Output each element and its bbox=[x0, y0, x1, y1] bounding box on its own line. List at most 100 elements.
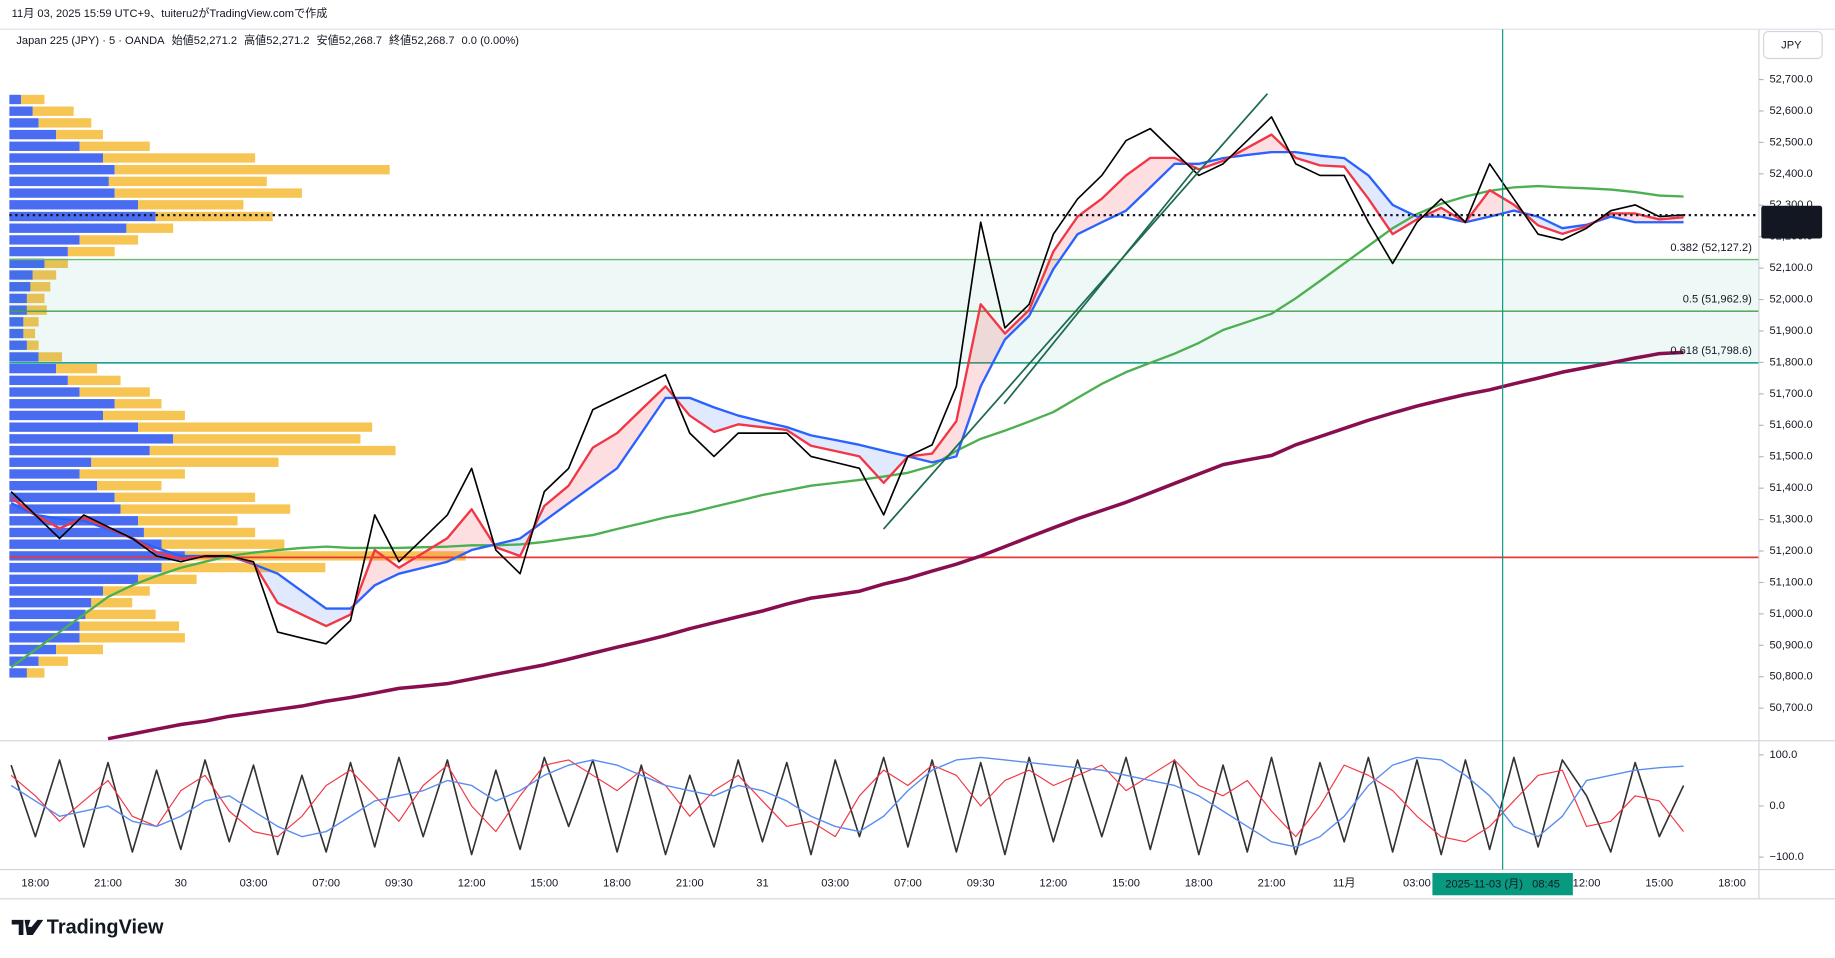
x-tick-label: 15:00 bbox=[530, 878, 558, 890]
vp-down bbox=[79, 235, 139, 245]
vp-down bbox=[149, 445, 396, 456]
vp-up bbox=[9, 539, 162, 549]
y-tick-label: 51,200.0 bbox=[1769, 545, 1812, 557]
ohlc-label: 安値 bbox=[317, 33, 339, 47]
frame bbox=[0, 28, 1835, 900]
y-tick-label: 52,000.0 bbox=[1769, 294, 1812, 306]
vp-up bbox=[9, 621, 80, 631]
fib-label: 0.618 (51,798.6) bbox=[1670, 345, 1752, 357]
vp-up bbox=[9, 410, 103, 421]
vp-down bbox=[79, 141, 150, 151]
vp-down bbox=[26, 293, 45, 304]
x-tick-label: 18:00 bbox=[1718, 878, 1746, 890]
ohlc-label: 始値 bbox=[172, 33, 194, 47]
vp-down bbox=[138, 200, 244, 210]
cloud-segment bbox=[1392, 204, 1417, 235]
moving-average bbox=[10, 133, 1684, 628]
vp-up bbox=[9, 211, 156, 222]
vp-up bbox=[9, 235, 80, 245]
cloud-segment bbox=[447, 509, 472, 562]
ohlc-value: 52,271.2 bbox=[194, 35, 237, 47]
vp-up bbox=[9, 223, 127, 233]
cloud-segment bbox=[689, 397, 715, 432]
y-tick-label: 51,900.0 bbox=[1769, 325, 1812, 337]
vp-up bbox=[9, 246, 68, 257]
price-line bbox=[10, 116, 1684, 645]
fib-label: 0.5 (51,962.9) bbox=[1683, 293, 1752, 305]
vp-up bbox=[9, 258, 45, 268]
vp-up bbox=[9, 328, 24, 339]
x-tick-label: 03:00 bbox=[1403, 878, 1431, 890]
x-tick-label: 21:00 bbox=[676, 878, 704, 890]
vp-up bbox=[9, 305, 27, 315]
vp-down bbox=[102, 410, 185, 421]
y-tick-label: 51,300.0 bbox=[1769, 514, 1812, 526]
vp-down bbox=[30, 282, 51, 292]
moving-average bbox=[107, 350, 1684, 741]
cloud-segment bbox=[956, 304, 981, 457]
vp-up bbox=[9, 527, 144, 538]
vp-up bbox=[9, 598, 92, 608]
volume-profile bbox=[9, 94, 466, 678]
legend: Japan 225 (JPY) · 5 · OANDA 始値52,271.2 高値5… bbox=[16, 33, 519, 47]
moving-average bbox=[10, 150, 1684, 610]
vp-up bbox=[9, 445, 150, 456]
y-tick-label: 51,500.0 bbox=[1769, 451, 1812, 463]
vp-down bbox=[126, 223, 174, 233]
vp-up bbox=[9, 153, 103, 163]
x-tick-label: 18:00 bbox=[21, 878, 49, 890]
vp-up bbox=[9, 176, 109, 187]
last-price-box bbox=[1761, 205, 1823, 239]
fib-label: 0.382 (52,127.2) bbox=[1670, 242, 1752, 254]
vp-down bbox=[79, 621, 180, 631]
vp-up bbox=[9, 352, 39, 362]
x-tick-label: 31 bbox=[756, 878, 768, 890]
created-caption: 11月 03, 2025 15:59 UTC+9、tuiteru2がTradin… bbox=[12, 6, 328, 20]
vp-down bbox=[26, 668, 45, 678]
y-tick-label: 52,500.0 bbox=[1769, 136, 1812, 148]
osc-tick-label: 100.0 bbox=[1769, 749, 1797, 761]
vp-down bbox=[97, 480, 162, 491]
vp-down bbox=[79, 469, 185, 479]
currency[interactable]: JPY bbox=[1781, 40, 1802, 52]
y-tick-label: 52,100.0 bbox=[1769, 262, 1812, 274]
vp-down bbox=[21, 94, 45, 105]
vp-down bbox=[67, 375, 121, 386]
vp-down bbox=[32, 270, 57, 280]
vp-up bbox=[9, 492, 115, 503]
oscillator-line bbox=[10, 756, 1684, 848]
vp-up bbox=[9, 469, 80, 479]
vp-down bbox=[38, 118, 92, 128]
vp-down bbox=[138, 574, 197, 584]
x-tick-label: 15:00 bbox=[1645, 878, 1673, 890]
vp-up bbox=[9, 399, 115, 409]
osc-tick-label: 0.0 bbox=[1769, 800, 1784, 812]
vp-up bbox=[9, 551, 185, 561]
ohlc-value: 52,271.2 bbox=[266, 35, 309, 47]
x-tick-label: 21:00 bbox=[1258, 878, 1286, 890]
vp-up bbox=[9, 94, 22, 105]
vp-down bbox=[56, 644, 103, 655]
cloud-segment bbox=[1101, 175, 1127, 223]
x-tick-label: 15:00 bbox=[1112, 878, 1140, 890]
logo: TradingView bbox=[11, 916, 164, 938]
vp-up bbox=[9, 200, 139, 210]
vp-up bbox=[9, 387, 80, 397]
x-tick-label: 09:30 bbox=[967, 878, 995, 890]
cloud-segment bbox=[277, 573, 302, 615]
vp-down bbox=[26, 340, 39, 350]
vp-down bbox=[184, 551, 466, 561]
vp-up bbox=[9, 129, 57, 140]
currency-button[interactable] bbox=[1763, 31, 1823, 60]
vp-up bbox=[9, 282, 31, 292]
symbol: Japan 225 (JPY) · 5 · OANDA bbox=[16, 35, 165, 47]
vp-up bbox=[9, 457, 92, 467]
cloud-segment bbox=[1077, 198, 1102, 235]
vp-down bbox=[108, 176, 267, 187]
levels bbox=[9, 258, 1759, 559]
cloud-segment bbox=[980, 304, 1005, 387]
logo-text: TradingView bbox=[47, 916, 164, 938]
vp-up bbox=[9, 317, 24, 327]
vp-up bbox=[9, 609, 86, 620]
